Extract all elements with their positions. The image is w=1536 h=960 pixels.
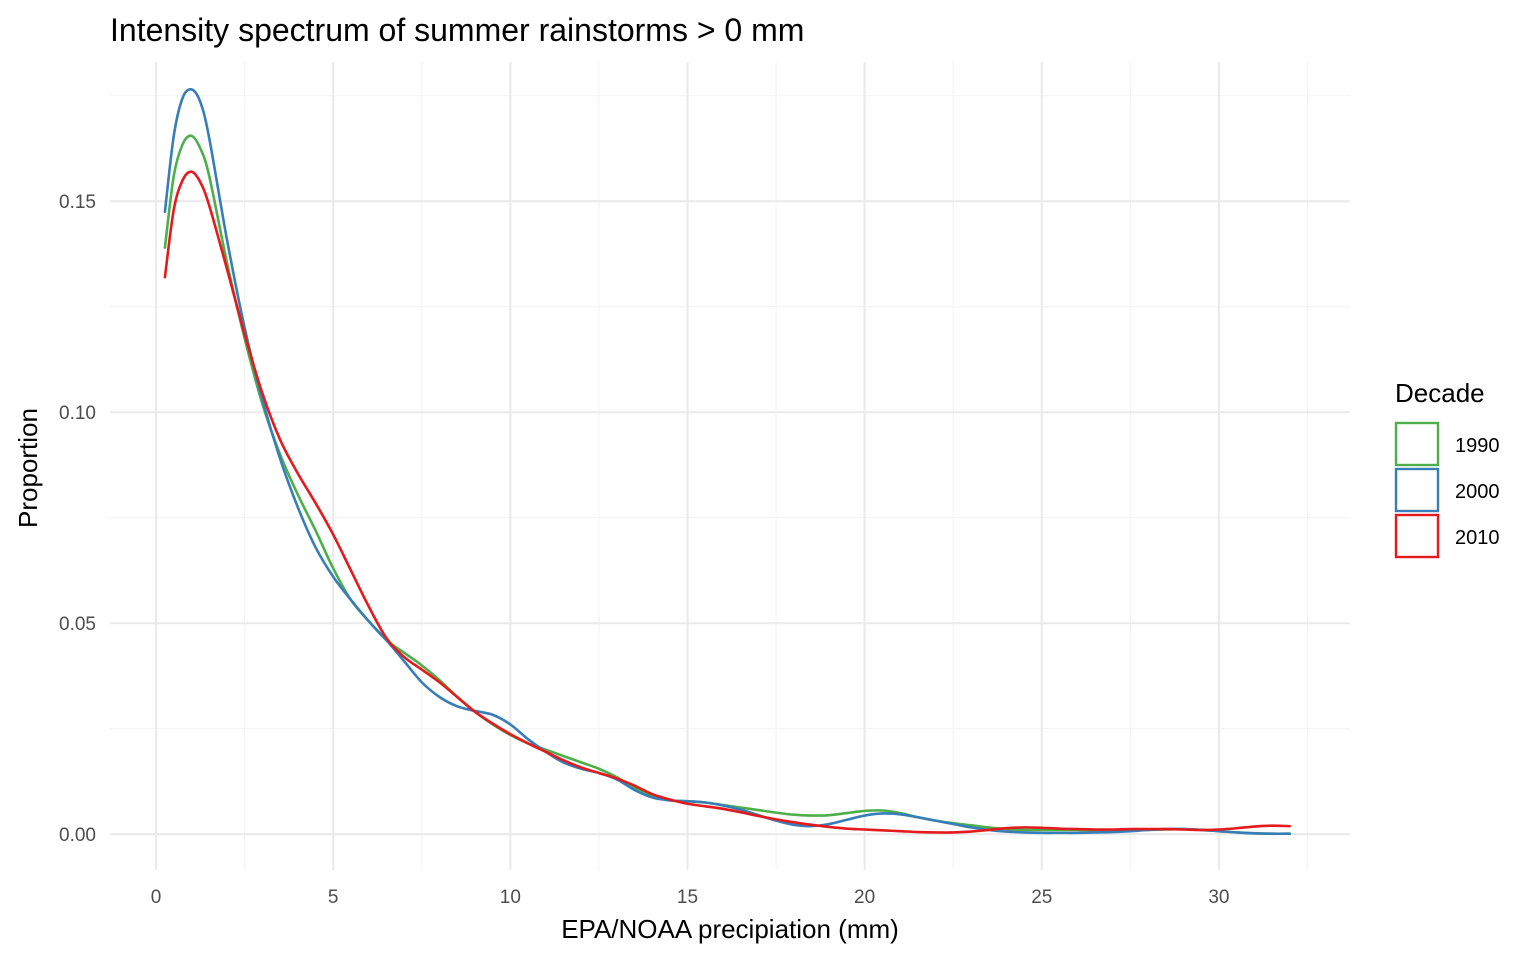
y-axis-title: Proportion (13, 408, 43, 528)
series-lines (163, 87, 1292, 836)
y-tick-label: 0.05 (59, 614, 96, 635)
y-tick-label: 0.15 (59, 192, 96, 213)
minor-gridlines (110, 62, 1350, 870)
x-tick-label: 5 (328, 887, 339, 908)
major-gridlines (110, 62, 1350, 870)
y-tick-label: 0.10 (59, 403, 96, 424)
x-tick-label: 25 (1031, 887, 1052, 908)
y-tick-label: 0.00 (59, 825, 96, 846)
x-tick-label: 30 (1208, 887, 1229, 908)
legend-items: 1990 2000 2010 (1394, 421, 1500, 559)
y-axis-tick-labels: 0.00 0.05 0.10 0.15 (59, 192, 96, 846)
legend-key-2000 (1394, 467, 1440, 513)
x-axis-title: EPA/NOAA precipiation (mm) (561, 914, 899, 944)
x-tick-label: 15 (677, 887, 698, 908)
legend-key-2010 (1394, 513, 1440, 559)
x-tick-label: 20 (854, 887, 875, 908)
legend-key-1990 (1394, 421, 1440, 467)
legend-title: Decade (1395, 378, 1485, 408)
chart-title: Intensity spectrum of summer rainstorms … (110, 12, 804, 48)
legend: Decade 1990 2000 2010 (1394, 378, 1500, 559)
x-tick-label: 10 (500, 887, 521, 908)
legend-label-2000: 2000 (1455, 481, 1500, 503)
series-line-2000 (163, 87, 1292, 836)
legend-label-2010: 2010 (1455, 527, 1500, 549)
x-tick-label: 0 (151, 887, 162, 908)
series-line-2010 (163, 170, 1292, 834)
legend-label-1990: 1990 (1455, 435, 1500, 457)
x-axis-tick-labels: 0 5 10 15 20 25 30 (151, 887, 1230, 908)
